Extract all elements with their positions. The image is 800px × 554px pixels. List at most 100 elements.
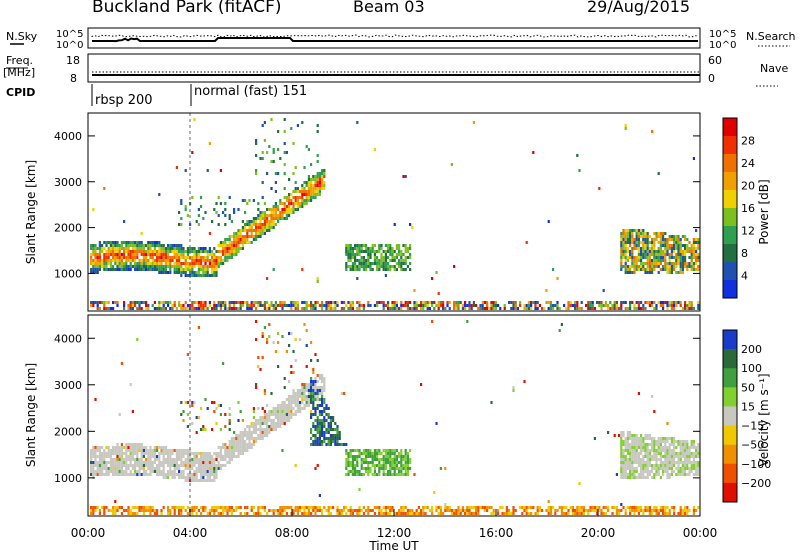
heatmap-cell	[259, 223, 262, 226]
heatmap-cell	[659, 506, 662, 509]
heatmap-cell	[646, 232, 649, 235]
heatmap-cell	[325, 509, 328, 512]
heatmap-cell	[574, 304, 577, 307]
heatmap-cell	[164, 476, 167, 479]
heatmap-cell	[224, 509, 227, 512]
heatmap-cell	[446, 509, 449, 512]
heatmap-cell	[180, 461, 183, 464]
heatmap-cell	[629, 301, 632, 304]
heatmap-cell	[105, 506, 108, 509]
heatmap-cell	[197, 262, 200, 265]
heatmap-cell	[389, 458, 392, 461]
velocity-colorbar-label: Velocity [m s⁻¹]	[757, 373, 771, 466]
heatmap-cell	[629, 304, 632, 307]
heatmap-cell	[109, 244, 112, 247]
heatmap-cell	[186, 464, 189, 467]
heatmap-cell	[118, 268, 121, 271]
heatmap-cell	[349, 259, 352, 262]
heatmap-cell	[314, 413, 317, 416]
heatmap-cell	[244, 235, 247, 238]
heatmap-cell	[184, 271, 187, 274]
heatmap-cell	[283, 404, 286, 407]
heatmap-cell	[299, 190, 302, 193]
nave-label: Nave	[760, 62, 788, 75]
heatmap-cell	[668, 512, 671, 515]
heatmap-cell	[351, 301, 354, 304]
colorbar-tick-label: 15	[741, 400, 755, 413]
heatmap-cell	[250, 425, 253, 428]
heatmap-cell	[123, 301, 126, 304]
heatmap-cell	[334, 440, 337, 443]
heatmap-cell	[648, 304, 651, 307]
heatmap-cell	[274, 172, 277, 175]
heatmap-cell	[314, 301, 317, 304]
heatmap-cell	[618, 307, 621, 310]
heatmap-cell	[380, 301, 383, 304]
heatmap-cell	[409, 458, 412, 461]
heatmap-cell	[105, 470, 108, 473]
heatmap-cell	[424, 301, 427, 304]
heatmap-cell	[197, 464, 200, 467]
heatmap-cell	[662, 446, 665, 449]
heatmap-cell	[657, 250, 660, 253]
heatmap-cell	[607, 509, 610, 512]
heatmap-cell	[171, 259, 174, 262]
heatmap-cell	[351, 509, 354, 512]
heatmap-cell	[477, 512, 480, 515]
heatmap-cell	[631, 271, 634, 274]
heatmap-cell	[653, 244, 656, 247]
heatmap-cell	[400, 464, 403, 467]
heatmap-cell	[673, 307, 676, 310]
heatmap-cell	[648, 301, 651, 304]
heatmap-cell	[233, 304, 236, 307]
heatmap-cell	[255, 428, 258, 431]
heatmap-cell	[134, 253, 137, 256]
heatmap-cell	[512, 389, 515, 392]
heatmap-cell	[129, 253, 132, 256]
heatmap-cell	[202, 470, 205, 473]
heatmap-cell	[206, 467, 209, 470]
heatmap-cell	[233, 443, 236, 446]
heatmap-cell	[422, 506, 425, 509]
heatmap-cell	[393, 455, 396, 458]
heatmap-cell	[195, 271, 198, 274]
heatmap-cell	[125, 259, 128, 262]
heatmap-cell	[233, 431, 236, 434]
heatmap-cell	[631, 455, 634, 458]
heatmap-cell	[197, 304, 200, 307]
heatmap-cell	[442, 512, 445, 515]
heatmap-cell	[354, 262, 357, 265]
heatmap-cell	[448, 506, 451, 509]
heatmap-cell	[662, 464, 665, 467]
heatmap-cell	[684, 256, 687, 259]
heatmap-cell	[244, 428, 247, 431]
heatmap-cell	[103, 304, 106, 307]
heatmap-cell	[274, 413, 277, 416]
heatmap-cell	[624, 437, 627, 440]
heatmap-cell	[635, 307, 638, 310]
heatmap-cell	[318, 193, 321, 196]
heatmap-cell	[186, 274, 189, 277]
heatmap-cell	[138, 259, 141, 262]
heatmap-cell	[246, 446, 249, 449]
heatmap-cell	[281, 506, 284, 509]
heatmap-cell	[338, 431, 341, 434]
heatmap-cell	[318, 443, 321, 446]
heatmap-cell	[675, 235, 678, 238]
heatmap-cell	[358, 488, 361, 491]
heatmap-cell	[142, 244, 145, 247]
heatmap-cell	[655, 443, 658, 446]
heatmap-cell	[109, 449, 112, 452]
heatmap-cell	[697, 253, 700, 256]
heatmap-cell	[140, 464, 143, 467]
heatmap-cell	[312, 178, 315, 181]
heatmap-cell	[186, 265, 189, 268]
heatmap-cell	[140, 509, 143, 512]
heatmap-cell	[228, 301, 231, 304]
heatmap-cell	[281, 407, 284, 410]
heatmap-cell	[239, 410, 242, 413]
heatmap-cell	[358, 262, 361, 265]
heatmap-cell	[316, 386, 319, 389]
heatmap-cell	[360, 461, 363, 464]
heatmap-cell	[261, 223, 264, 226]
